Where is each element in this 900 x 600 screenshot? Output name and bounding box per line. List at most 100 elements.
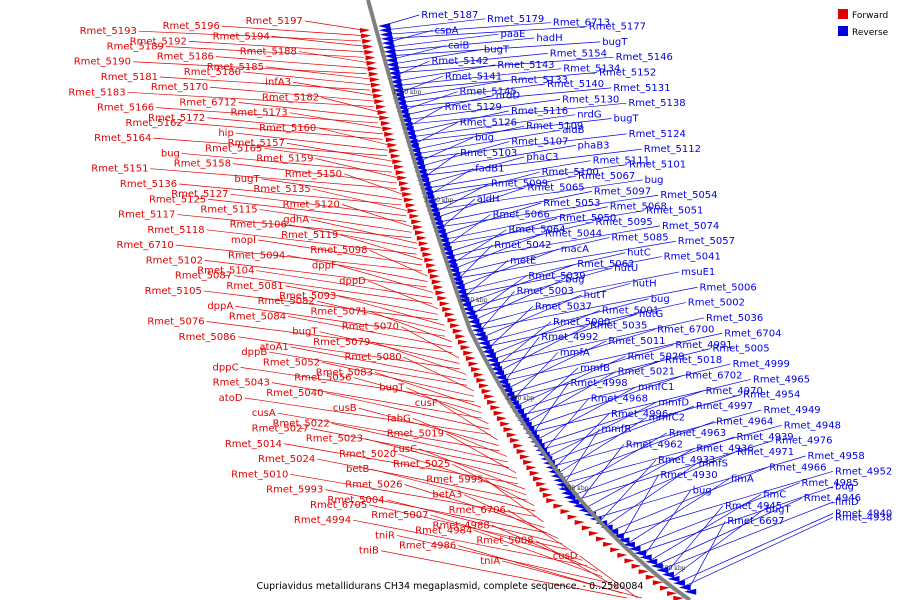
- forward-gene-arrow: [375, 104, 386, 110]
- forward-leader-line: [240, 367, 475, 403]
- reverse-gene-label: Rmet_5035: [590, 321, 647, 332]
- reverse-leader-line: [484, 306, 534, 352]
- reverse-leader-line: [653, 497, 802, 567]
- forward-leader-line: [127, 91, 374, 107]
- forward-gene-arrow: [490, 405, 501, 411]
- forward-gene-label: cusF: [415, 398, 438, 409]
- reverse-gene-label: Rmet_5100: [542, 167, 599, 178]
- forward-leader-line: [232, 163, 398, 184]
- reverse-leader-line: [543, 401, 657, 460]
- reverse-gene-label: bugT: [602, 37, 628, 48]
- forward-leader-line: [235, 132, 388, 151]
- reverse-gene-label: Rmet_6704: [724, 328, 781, 339]
- forward-leader-line: [412, 417, 507, 457]
- forward-leader-line: [286, 142, 393, 162]
- forward-gene-arrow: [370, 82, 381, 88]
- reverse-gene-label: Rmet_5138: [628, 98, 685, 109]
- reverse-gene-arrow: [401, 125, 414, 132]
- reverse-gene-arrow: [443, 258, 456, 265]
- reverse-gene-label: bug: [644, 175, 663, 186]
- reverse-leader-line: [614, 470, 834, 537]
- reverse-leader-line: [480, 298, 649, 344]
- forward-leader-line: [331, 423, 508, 463]
- forward-leader-line: [325, 489, 548, 534]
- reverse-gene-label: Rmet_5111: [593, 156, 650, 167]
- reverse-gene-arrow: [463, 310, 476, 317]
- reverse-gene-arrow: [418, 181, 431, 188]
- forward-gene-label: Rmet_6706: [449, 505, 506, 516]
- reverse-leader-line: [418, 148, 642, 177]
- forward-gene-arrow: [442, 306, 453, 312]
- reverse-gene-arrow: [380, 35, 393, 42]
- forward-gene-arrow: [638, 569, 649, 575]
- forward-gene-label: hip: [218, 128, 233, 139]
- forward-gene-label: Rmet_6705: [310, 500, 367, 511]
- forward-gene-label: cusA: [252, 408, 276, 419]
- reverse-leader-line: [464, 267, 613, 310]
- reverse-gene-label: Rmet_4948: [784, 420, 841, 431]
- forward-gene-arrow: [363, 44, 374, 50]
- forward-gene-label: cusC: [393, 444, 417, 455]
- forward-leader-line: [310, 428, 509, 468]
- forward-gene-label: Rmet_6712: [179, 97, 236, 108]
- reverse-gene-label: hutH: [632, 278, 656, 289]
- reverse-leader-line: [413, 133, 627, 160]
- forward-gene-arrow: [385, 137, 396, 143]
- kbp-scale-label: 1650 kbp: [560, 485, 589, 492]
- forward-gene-arrow: [450, 323, 461, 329]
- reverse-gene-label: Rmet_5050: [559, 213, 616, 224]
- forward-leader-line: [277, 412, 500, 452]
- reverse-gene-arrow: [426, 207, 439, 214]
- reverse-leader-line: [478, 294, 582, 340]
- forward-gene-label: Rmet_5125: [149, 194, 206, 205]
- forward-gene-label: Rmet_5172: [148, 113, 205, 124]
- forward-gene-label: Rmet_5084: [229, 311, 286, 322]
- reverse-gene-arrow: [408, 147, 421, 154]
- reverse-gene-arrow: [471, 327, 484, 334]
- forward-gene-arrow: [516, 448, 527, 454]
- reverse-leader-line: [519, 367, 579, 421]
- reverse-leader-line: [466, 271, 680, 314]
- forward-leader-line: [400, 326, 460, 359]
- forward-gene-arrow: [364, 49, 375, 55]
- forward-gene-arrow: [427, 268, 438, 274]
- reverse-gene-label: cspA: [435, 25, 459, 36]
- reverse-leader-line: [459, 260, 509, 301]
- forward-gene-label: Rmet_5026: [345, 480, 402, 491]
- reverse-gene-label: macA: [561, 244, 589, 255]
- reverse-leader-line: [412, 129, 561, 155]
- forward-leader-line: [234, 275, 433, 304]
- forward-leader-line: [367, 280, 439, 310]
- reverse-gene-arrow: [425, 203, 438, 209]
- forward-leader-line: [288, 316, 453, 348]
- reverse-gene-arrow: [385, 61, 398, 68]
- reverse-gene-label: Rmet_4966: [769, 462, 826, 473]
- legend-reverse-swatch: [838, 26, 848, 36]
- reverse-gene-label: fimC: [763, 489, 786, 500]
- reverse-gene-arrow: [445, 263, 458, 269]
- forward-gene-label: Rmet_5081: [226, 281, 283, 292]
- reverse-gene-label: Rmet_4964: [716, 416, 773, 427]
- reverse-gene-arrow: [455, 293, 468, 299]
- reverse-leader-line: [468, 275, 527, 318]
- reverse-leader-line: [417, 145, 576, 173]
- reverse-gene-arrow: [502, 391, 515, 398]
- reverse-gene-arrow: [678, 584, 691, 591]
- reverse-gene-label: Rmet_5097: [594, 186, 651, 197]
- forward-gene-arrow: [523, 459, 534, 465]
- reverse-leader-line: [449, 233, 544, 271]
- reverse-gene-label: Rmet_5141: [445, 71, 502, 82]
- reverse-gene-label: phaB3: [578, 140, 610, 151]
- forward-gene-label: Rmet_5086: [179, 332, 236, 343]
- legend: Forward Reverse: [838, 9, 889, 38]
- reverse-gene-arrow: [406, 143, 419, 149]
- legend-forward-label: Forward: [852, 11, 888, 21]
- reverse-gene-label: Rmet_5116: [511, 106, 568, 117]
- reverse-leader-line: [505, 344, 674, 395]
- reverse-gene-label: mmfB: [580, 363, 610, 374]
- reverse-gene-label: Rmet_5039: [528, 271, 585, 282]
- reverse-gene-label: Rmet_4965: [753, 374, 810, 385]
- forward-gene-label: Rmet_6710: [117, 240, 174, 251]
- forward-gene-label: Rmet_5166: [97, 103, 154, 114]
- forward-gene-arrow: [437, 295, 448, 301]
